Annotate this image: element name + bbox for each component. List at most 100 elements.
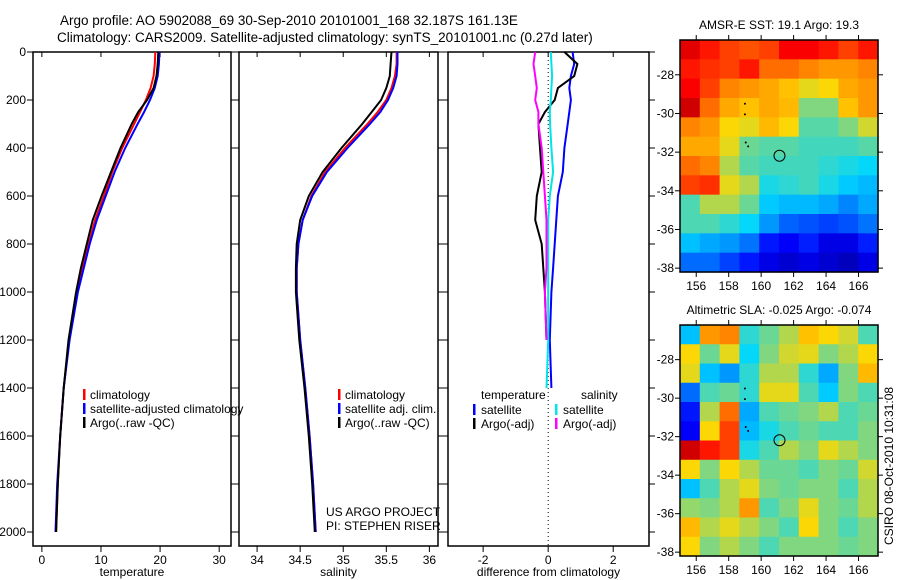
heatmap-cell — [680, 78, 701, 99]
heatmap-cell — [739, 402, 760, 422]
heatmap-cell — [680, 214, 701, 234]
heatmap-cell — [680, 40, 701, 60]
heatmap-cell — [680, 136, 701, 157]
heatmap-cell — [818, 363, 839, 384]
heatmap-cell — [739, 382, 760, 403]
heatmap-cell — [838, 136, 859, 157]
legend-swatch — [83, 403, 86, 414]
heatmap-cell — [699, 156, 721, 176]
legend-swatch — [338, 417, 341, 428]
legend-swatch — [473, 404, 476, 415]
heatmap-cell — [798, 325, 820, 345]
heatmap-cell — [739, 363, 760, 384]
timestamp-label: CSIRO 08-Oct-2010 10:31:08 — [882, 387, 896, 545]
heatmap-cell — [818, 252, 839, 273]
heatmap-cell — [699, 59, 721, 80]
heatmap-cell — [699, 402, 721, 422]
heatmap-cell — [680, 233, 701, 254]
heatmap-cell — [739, 214, 760, 234]
y-tick-label: -30 — [657, 106, 675, 120]
heatmap-cell — [798, 98, 820, 118]
heatmap-cell — [719, 214, 740, 234]
heatmap-cell — [759, 117, 780, 138]
island-marker — [743, 102, 746, 105]
heatmap-cell — [759, 214, 780, 234]
heatmap-cell — [818, 175, 839, 196]
heatmap-cell — [719, 40, 740, 60]
heatmap-cell — [719, 382, 740, 403]
heatmap-cell — [858, 517, 879, 538]
heatmap-cell — [739, 194, 760, 215]
heatmap-cell — [719, 78, 740, 99]
heatmap-cell — [818, 402, 839, 422]
heatmap-cell — [818, 325, 839, 345]
y-tick-label: 1600 — [0, 429, 26, 443]
heatmap-cell — [699, 479, 721, 499]
heatmap-cell — [838, 78, 859, 99]
heatmap-cell — [838, 98, 859, 118]
heatmap-cell — [798, 59, 820, 80]
heatmap-cell — [798, 252, 820, 273]
heatmap-cell — [699, 498, 721, 519]
heatmap-cell — [699, 117, 721, 138]
heatmap-cell — [719, 402, 740, 422]
heatmap-cell — [759, 175, 780, 196]
map-frame — [679, 39, 879, 273]
heatmap-cell — [838, 344, 859, 365]
heatmap-cell — [858, 59, 879, 80]
heatmap-cell — [779, 59, 800, 80]
heatmap-cell — [798, 498, 820, 519]
heatmap-cell — [798, 440, 820, 461]
x-tick-label: -2 — [478, 553, 489, 567]
heatmap-cell — [680, 98, 701, 118]
temperature-profile-panel: 0 200 400 600 800 1000 1200 1400 1600 1800 2000 0 10… — [0, 45, 243, 579]
heatmap-cell — [719, 459, 740, 480]
heatmap-cell — [759, 325, 780, 345]
heatmap-cell — [858, 252, 879, 273]
heatmap-cell — [798, 78, 820, 99]
y-tick-label: -34 — [657, 184, 675, 198]
heatmap-cell — [680, 156, 701, 176]
heatmap-cell — [759, 252, 780, 273]
heatmap-cell — [759, 421, 780, 442]
heatmap-cell — [719, 117, 740, 138]
heatmap-cell — [680, 421, 701, 442]
y-tick-label: -36 — [657, 222, 675, 236]
heatmap-cell — [719, 194, 740, 215]
heatmap-cell — [838, 325, 859, 345]
heatmap-cell — [838, 117, 859, 138]
heatmap-cell — [680, 459, 701, 480]
heatmap-cell — [699, 136, 721, 157]
heatmap-cell — [798, 536, 820, 557]
heatmap-cell — [699, 344, 721, 365]
heatmap-cell — [798, 156, 820, 176]
island-marker — [744, 141, 747, 144]
y-tick-label: -28 — [657, 68, 675, 82]
heatmap-cell — [858, 459, 879, 480]
x-tick-label: 158 — [719, 563, 739, 577]
heatmap-cell — [798, 194, 820, 215]
heatmap-cell — [759, 498, 780, 519]
heatmap-cell — [719, 59, 740, 80]
y-tick-label: 1000 — [0, 285, 26, 299]
heatmap-cell — [858, 40, 879, 60]
heatmap-cell — [759, 78, 780, 99]
heatmap-cell — [798, 382, 820, 403]
heatmap-cell — [759, 382, 780, 403]
legend-swatch — [338, 389, 341, 400]
heatmap-cell — [680, 363, 701, 384]
heatmap-cell — [759, 459, 780, 480]
heatmap-cell — [699, 175, 721, 196]
heatmap-cell — [699, 252, 721, 273]
heatmap-cell — [779, 459, 800, 480]
heatmap-cell — [798, 136, 820, 157]
heatmap-cell — [739, 440, 760, 461]
heatmap-cell — [818, 517, 839, 538]
credit-project: US ARGO PROJECT — [326, 505, 441, 519]
heatmap-cell — [858, 325, 879, 345]
heatmap-cell — [699, 194, 721, 215]
y-tick-label: 600 — [6, 189, 26, 203]
y-tick-label: -38 — [657, 545, 675, 559]
x-tick-label: 35 — [337, 553, 351, 567]
